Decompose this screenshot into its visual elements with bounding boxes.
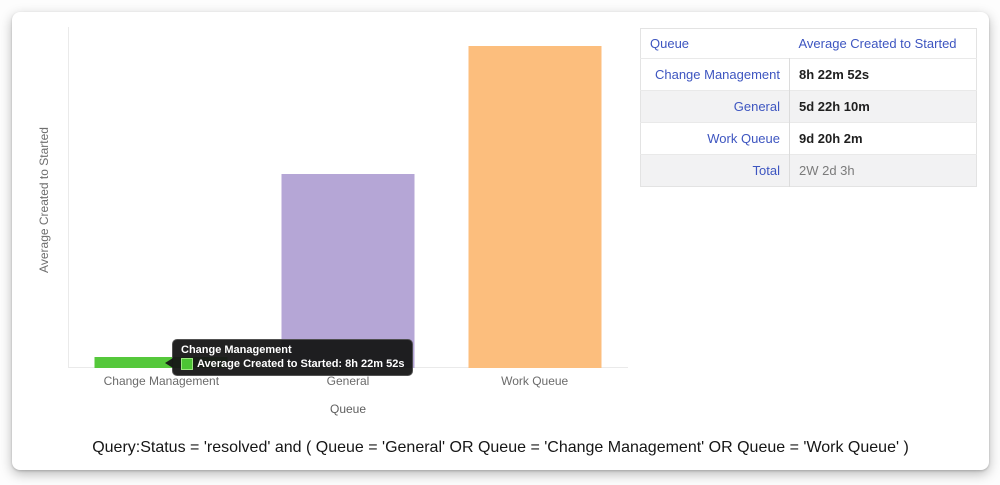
x-axis-title: Queue bbox=[329, 402, 367, 416]
y-axis-line bbox=[68, 27, 69, 368]
tooltip-arrow bbox=[165, 358, 173, 368]
queue-name-cell: General bbox=[733, 99, 780, 114]
tooltip-value: Average Created to Started: 8h 22m 52s bbox=[197, 358, 405, 370]
table-row-total: Total 2W 2d 3h bbox=[640, 154, 977, 187]
bar-general[interactable] bbox=[281, 174, 415, 368]
plot-area bbox=[68, 27, 628, 368]
bar-work-queue[interactable] bbox=[468, 46, 602, 368]
table-header-row: Queue Average Created to Started bbox=[641, 29, 977, 59]
summary-table: Queue Average Created to Started Change … bbox=[640, 28, 977, 187]
x-tick-labels: Change Management General Work Queue bbox=[68, 374, 628, 390]
average-value-cell: 9d 20h 2m bbox=[789, 122, 977, 155]
average-value-cell: 8h 22m 52s bbox=[789, 58, 977, 91]
table-row-work-queue: Work Queue 9d 20h 2m bbox=[640, 122, 977, 155]
table-body: Change Management 8h 22m 52s General 5d 22h… bbox=[640, 58, 977, 187]
table-row-change-management: Change Management 8h 22m 52s bbox=[640, 58, 977, 91]
x-tick-label-work-queue: Work Queue bbox=[501, 374, 569, 388]
query-text: Query:Status = 'resolved' and ( Queue = … bbox=[92, 439, 909, 456]
queue-name-cell: Work Queue bbox=[707, 131, 780, 146]
series-swatch-icon bbox=[181, 358, 193, 370]
x-tick-label-general: General bbox=[326, 374, 370, 388]
column-header-average: Average Created to Started bbox=[798, 36, 957, 51]
bar-change-management[interactable] bbox=[94, 357, 228, 368]
chart-tooltip: Change Management Average Created to Sta… bbox=[165, 339, 414, 376]
x-tick-label-change-management: Change Management bbox=[103, 374, 220, 388]
average-value-cell: 2W 2d 3h bbox=[789, 154, 977, 187]
report-card: Average Created to Started Change Manage… bbox=[12, 12, 989, 470]
table-row-general: General 5d 22h 10m bbox=[640, 90, 977, 123]
column-header-queue: Queue bbox=[650, 36, 690, 51]
y-axis-label: Average Created to Started bbox=[37, 127, 51, 273]
queue-name-cell: Change Management bbox=[654, 67, 780, 82]
average-value-cell: 5d 22h 10m bbox=[789, 90, 977, 123]
queue-name-cell: Total bbox=[752, 163, 780, 178]
tooltip-title: Change Management bbox=[181, 344, 292, 356]
